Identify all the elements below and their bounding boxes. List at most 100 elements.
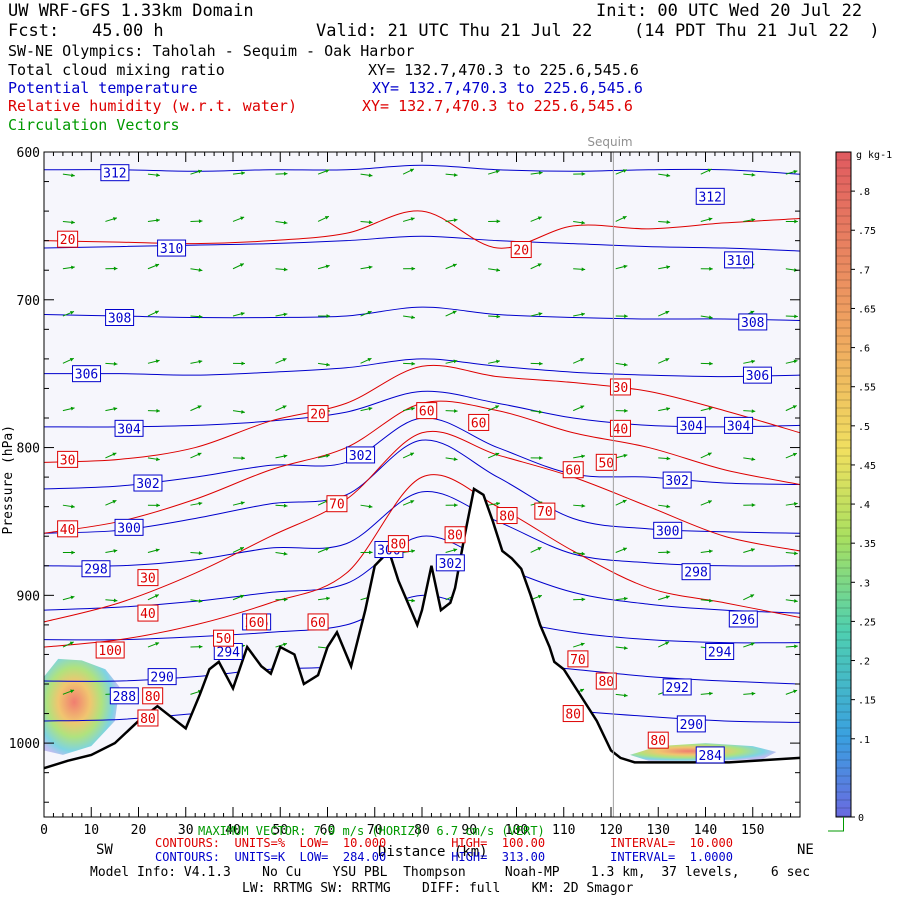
- theta-label-box: [653, 521, 683, 539]
- theta-label-box: [662, 678, 692, 696]
- vector-head: [538, 312, 543, 316]
- vector-head: [794, 219, 798, 224]
- colorbar-tick-label: .75: [858, 226, 876, 237]
- vector-head: [751, 503, 756, 507]
- forecast-label: Fcst:: [8, 21, 60, 41]
- vector-head: [666, 456, 671, 461]
- theta-contour-line: [44, 535, 800, 614]
- vector-head: [750, 310, 755, 315]
- rh-label-box: [137, 569, 159, 587]
- theta-label: 302: [136, 477, 159, 492]
- vector-head: [241, 409, 245, 414]
- vector-head: [537, 263, 542, 267]
- vector-head: [709, 598, 713, 603]
- vector-head: [623, 693, 628, 698]
- vector-head: [581, 220, 586, 225]
- rh-label-box: [510, 241, 532, 259]
- vector-head: [198, 501, 203, 506]
- rh-label-box: [57, 230, 79, 248]
- vector-head: [537, 547, 542, 551]
- rh-label: 20: [310, 408, 326, 423]
- rh-label-box: [142, 687, 164, 705]
- vector-head: [495, 169, 500, 174]
- vector-head: [155, 642, 160, 646]
- valid-time: Valid: 21 UTC Thu 21 Jul 22: [316, 21, 593, 41]
- vector-head: [283, 267, 288, 272]
- theta-label: 296: [732, 613, 755, 628]
- theta-label: 288: [113, 690, 136, 705]
- vector-head: [624, 408, 628, 413]
- theta-contour-info: CONTOURS: UNITS=K LOW= 284.00 HIGH= 313.…: [155, 850, 733, 864]
- vector-head: [454, 409, 458, 413]
- rh-label: 80: [140, 712, 156, 727]
- theta-label: 284: [698, 749, 722, 764]
- theta-label-box: [114, 518, 144, 536]
- vector-head: [622, 216, 627, 220]
- y-tick-label: 700: [17, 294, 40, 309]
- rh-label-box: [567, 650, 589, 668]
- colorbar-tick-label: .6: [858, 344, 870, 355]
- vector-head: [283, 503, 288, 508]
- vector-head: [581, 597, 586, 602]
- vector-head: [156, 173, 160, 177]
- colorbar: [835, 151, 852, 818]
- rh-label: 80: [598, 675, 614, 690]
- vector-head: [154, 594, 159, 598]
- vector-head: [665, 595, 670, 600]
- y-tick-label: 900: [17, 589, 40, 604]
- circulation-vectors: [62, 168, 798, 698]
- theta-label: 294: [217, 645, 241, 660]
- vector-head: [792, 405, 797, 409]
- vector-head: [411, 266, 416, 271]
- rh-label-box: [562, 705, 584, 723]
- theta-label-box: [728, 610, 758, 628]
- rh-label: 40: [60, 523, 76, 538]
- vector-head: [241, 456, 245, 461]
- vector-head: [112, 452, 117, 457]
- rh-label-box: [213, 629, 235, 647]
- vector-head: [198, 268, 203, 272]
- rh-label-box: [534, 502, 556, 520]
- rh-label: 70: [329, 498, 345, 513]
- sw-label: SW: [96, 842, 113, 858]
- rh-label-box: [562, 461, 584, 479]
- vector-head: [325, 547, 330, 552]
- colorbar-tick-label: .25: [858, 617, 876, 628]
- vector-head: [496, 219, 501, 224]
- cross-section-title: SW-NE Olympics: Taholah - Sequim - Oak H…: [8, 42, 415, 60]
- vector-head: [666, 407, 671, 411]
- colorbar-tick-label: .15: [858, 696, 876, 707]
- rh-label: 30: [140, 572, 156, 587]
- theta-contour-line: [44, 306, 800, 321]
- vector-head: [622, 547, 627, 552]
- vector-head: [750, 642, 755, 646]
- x-tick-label: 110: [552, 823, 575, 838]
- x-tick-label: 130: [647, 823, 670, 838]
- rh-label: 100: [98, 644, 121, 659]
- theta-label-box: [105, 309, 135, 327]
- vector-head: [539, 456, 543, 460]
- rh-label-box: [468, 413, 490, 431]
- vector-head: [69, 358, 74, 362]
- colorbar-tick-label: .5: [858, 422, 870, 433]
- rh-contour-line: [44, 474, 800, 648]
- colorbar-tick-label: .3: [858, 578, 870, 589]
- field-theta: Potential temperature: [8, 79, 198, 97]
- theta-label: 290: [680, 718, 703, 733]
- rh-label: 60: [249, 616, 265, 631]
- colorbar-tick-label: .2: [858, 657, 870, 668]
- vector-head: [537, 216, 542, 221]
- theta-label-box: [72, 365, 102, 383]
- vector-head: [368, 504, 373, 509]
- colorbar-tick-label: .1: [858, 735, 870, 746]
- vector-head: [156, 503, 160, 508]
- vector-head: [283, 642, 287, 647]
- valid-local-time: (14 PDT Thu 21 Jul 22 ): [634, 21, 880, 41]
- theta-label-box: [81, 560, 111, 578]
- vector-head: [453, 173, 458, 177]
- rh-label: 50: [598, 456, 614, 471]
- x-tick-label: 90: [461, 823, 477, 838]
- theta-label-box: [724, 251, 754, 269]
- rh-label: 30: [60, 453, 76, 468]
- x-tick-label: 50: [272, 823, 288, 838]
